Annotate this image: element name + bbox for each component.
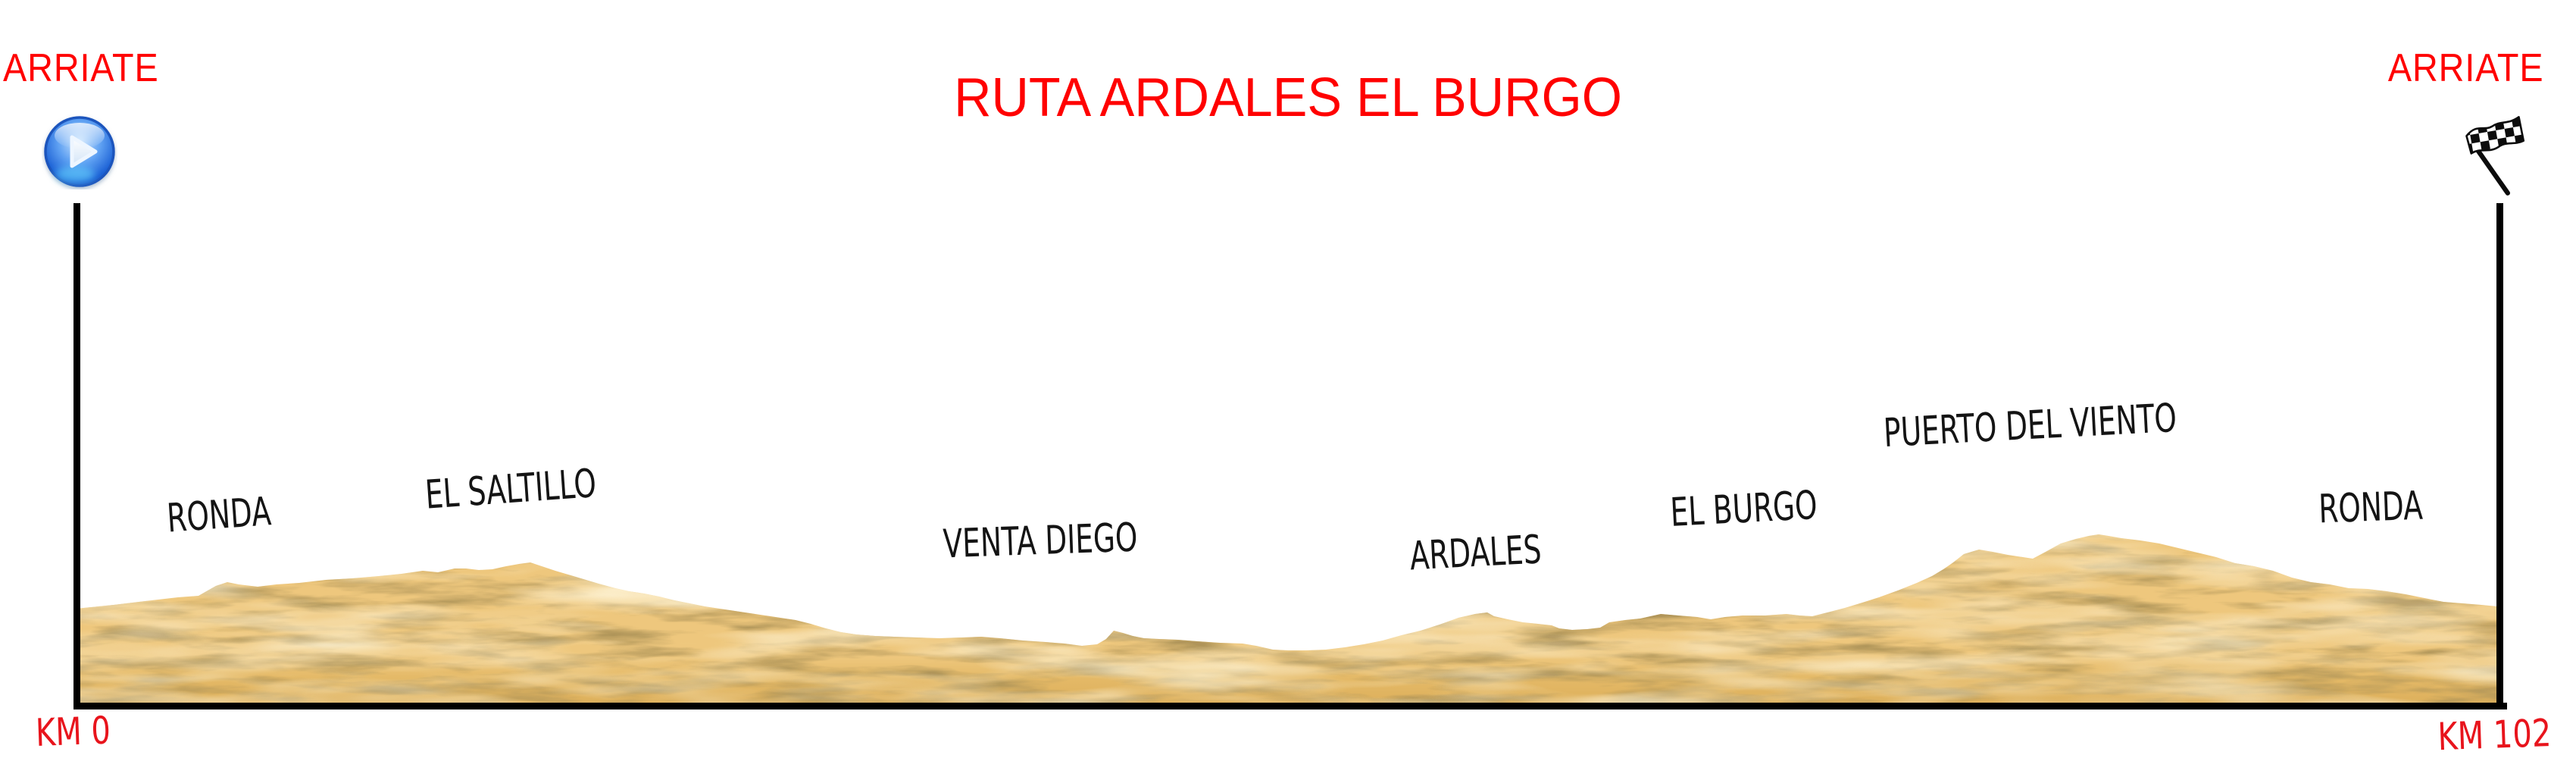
play-icon[interactable] [42, 114, 117, 190]
right-axis-line [2496, 203, 2503, 709]
start-town-label: ARRIATE [3, 46, 159, 90]
left-axis-line [73, 203, 80, 709]
finish-town-label: ARRIATE [2388, 46, 2544, 90]
checkered-flag-icon [2465, 116, 2525, 196]
page-title: RUTA ARDALES EL BURGO [954, 67, 1622, 128]
terrain-texture-light [76, 534, 2497, 709]
bottom-axis-line [73, 703, 2507, 709]
